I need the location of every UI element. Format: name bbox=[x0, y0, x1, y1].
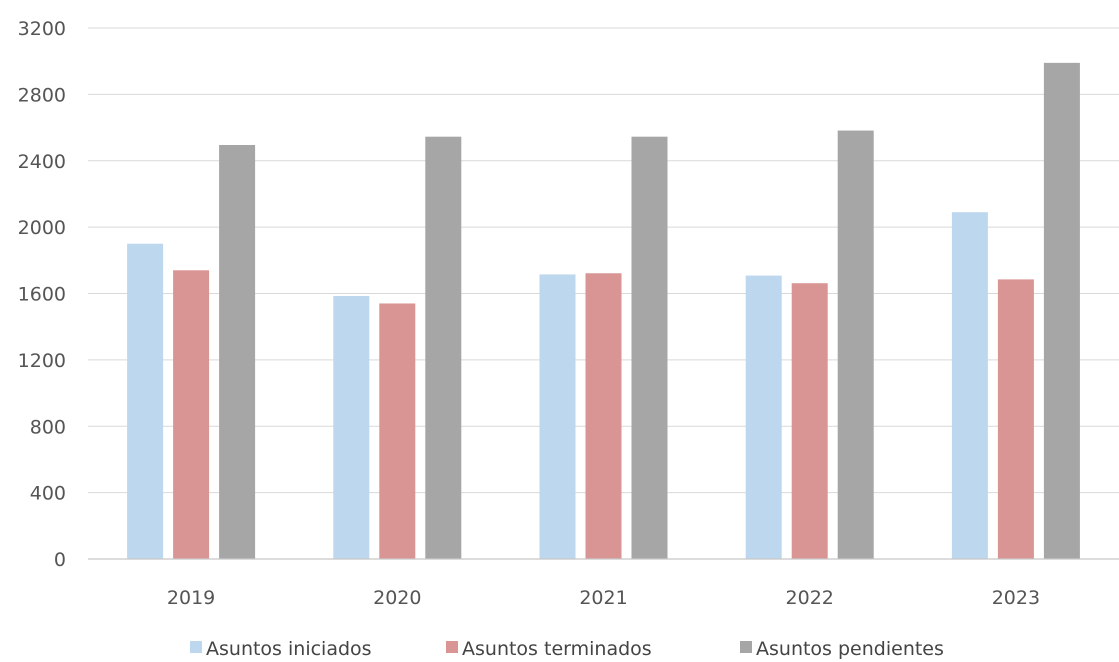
bar-asuntos-iniciados-2023 bbox=[951, 212, 988, 560]
y-tick-label: 1200 bbox=[18, 350, 66, 372]
legend-swatch bbox=[190, 641, 202, 653]
bar-asuntos-iniciados-2019 bbox=[127, 243, 164, 559]
bar-asuntos-pendientes-2022 bbox=[837, 130, 874, 559]
y-tick-label: 800 bbox=[30, 416, 66, 438]
x-tick-label: 2019 bbox=[167, 587, 215, 609]
bar-asuntos-pendientes-2020 bbox=[425, 136, 462, 559]
legend-swatch bbox=[740, 641, 752, 653]
y-tick-label: 0 bbox=[54, 549, 66, 571]
x-tick-label: 2021 bbox=[579, 587, 627, 609]
y-axis-ticks: 0 400 800 1200 1600 2000 2400 2800 3200 bbox=[18, 18, 66, 571]
y-tick-label: 400 bbox=[30, 483, 66, 505]
x-tick-label: 2023 bbox=[992, 587, 1040, 609]
x-tick-label: 2020 bbox=[373, 587, 421, 609]
bar-asuntos-terminados-2020 bbox=[379, 303, 416, 559]
bar-asuntos-terminados-2019 bbox=[173, 270, 210, 559]
legend-label: Asuntos terminados bbox=[462, 638, 652, 660]
bar-asuntos-pendientes-2021 bbox=[631, 136, 668, 559]
x-tick-label: 2022 bbox=[786, 587, 834, 609]
bar-asuntos-pendientes-2023 bbox=[1043, 62, 1080, 560]
bar-asuntos-iniciados-2020 bbox=[333, 295, 370, 559]
x-axis-ticks: 2019 2020 2021 2022 2023 bbox=[167, 587, 1040, 609]
legend: Asuntos iniciados Asuntos terminados Asunt… bbox=[190, 638, 944, 660]
bars bbox=[127, 62, 1080, 560]
bar-asuntos-terminados-2023 bbox=[997, 279, 1034, 559]
legend-label: Asuntos pendientes bbox=[756, 638, 944, 660]
y-tick-label: 1600 bbox=[18, 284, 66, 306]
bar-asuntos-iniciados-2021 bbox=[539, 274, 576, 559]
y-tick-label: 2400 bbox=[18, 151, 66, 173]
y-tick-label: 2800 bbox=[18, 84, 66, 106]
bar-asuntos-pendientes-2019 bbox=[219, 144, 256, 559]
bar-asuntos-terminados-2022 bbox=[791, 283, 828, 559]
y-tick-label: 2000 bbox=[18, 217, 66, 239]
legend-swatch bbox=[446, 641, 458, 653]
bar-asuntos-terminados-2021 bbox=[585, 273, 622, 559]
legend-label: Asuntos iniciados bbox=[206, 638, 372, 660]
y-tick-label: 3200 bbox=[18, 18, 66, 40]
bar-asuntos-iniciados-2022 bbox=[745, 275, 782, 559]
